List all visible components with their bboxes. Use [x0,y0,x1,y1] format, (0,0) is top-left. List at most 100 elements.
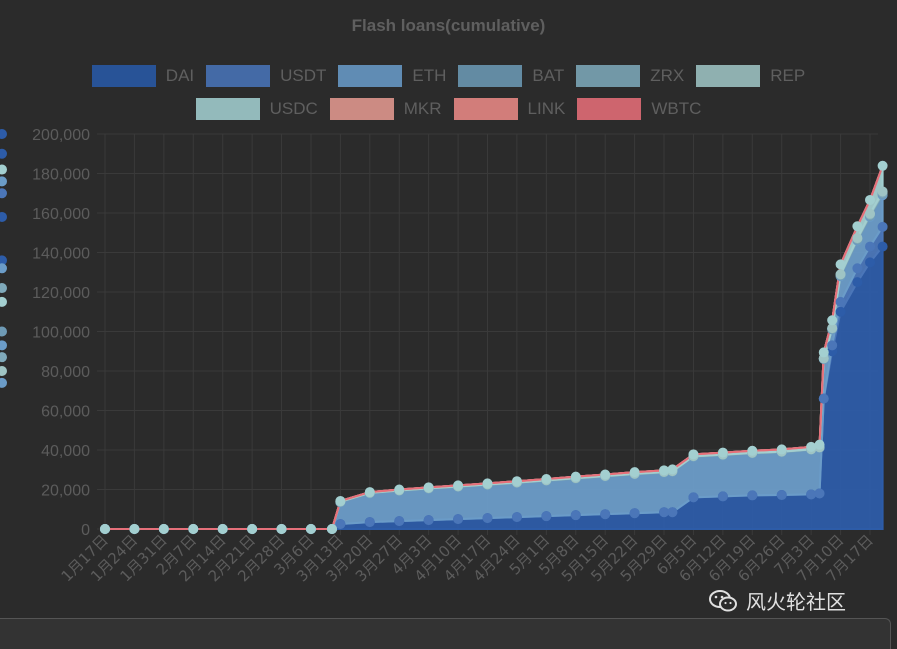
tooltip-color-markers [0,129,7,388]
point-usdc[interactable] [158,524,169,534]
point-usdt[interactable] [453,514,464,525]
y-tick-label: 60,000 [41,404,90,421]
point-rep[interactable] [865,208,875,219]
point-usdc[interactable] [394,484,405,495]
tooltip-marker [0,366,7,376]
point-usdc[interactable] [423,482,434,493]
point-usdc[interactable] [305,524,316,534]
point-usdc[interactable] [335,495,346,506]
point-usdc[interactable] [806,441,817,452]
point-usdc[interactable] [100,524,110,534]
point-usdc[interactable] [276,524,287,534]
point-usdc[interactable] [188,524,199,534]
area-series-eth[interactable] [105,191,884,530]
point-usdt[interactable] [747,490,758,501]
point-usdt[interactable] [600,509,611,520]
point-usdc[interactable] [482,478,493,489]
point-usdt[interactable] [776,490,787,501]
point-usdt[interactable] [482,513,493,524]
point-usdc[interactable] [570,471,581,482]
point-usdt[interactable] [688,492,699,503]
legend-label: BAT [532,66,565,85]
point-usdc[interactable] [129,524,140,534]
tooltip-marker [0,377,7,388]
tooltip-marker [0,164,7,175]
point-usdc[interactable] [247,524,258,534]
point-usdc[interactable] [667,464,678,475]
point-usdt[interactable] [364,517,375,528]
legend-item-usdt[interactable]: USDT [206,65,326,87]
point-usdc[interactable] [217,524,228,534]
legend-item-bat[interactable]: BAT [458,65,564,87]
point-usdc[interactable] [818,347,829,358]
point-dai[interactable] [852,277,863,288]
point-usdt[interactable] [423,515,434,526]
point-usdt[interactable] [827,340,838,351]
legend-item-eth[interactable]: ETH [338,65,446,87]
point-usdc[interactable] [511,476,522,487]
y-tick-label: 200,000 [32,127,90,144]
legend-row-2: USDC MKR LINK WBTC [0,98,897,120]
legend-item-rep[interactable]: REP [696,65,805,87]
point-usdt[interactable] [667,507,678,518]
point-usdt[interactable] [629,508,640,519]
tooltip-marker [0,176,7,187]
point-usdt[interactable] [394,516,405,527]
point-usdc[interactable] [776,444,787,455]
point-usdt[interactable] [541,511,552,522]
tooltip-marker [0,255,7,266]
point-usdc[interactable] [688,449,699,460]
point-usdc[interactable] [453,480,464,491]
point-usdc[interactable] [865,194,875,205]
point-usdt[interactable] [570,510,581,521]
y-tick-label: 40,000 [41,443,90,460]
legend-label: DAI [165,66,195,85]
point-usdt[interactable] [852,263,863,274]
point-rep[interactable] [835,269,846,280]
legend-swatch [696,65,761,87]
tooltip-marker [0,283,7,294]
point-usdt[interactable] [865,241,875,252]
point-rep[interactable] [852,233,863,244]
tooltip-marker [0,188,7,199]
point-usdt[interactable] [835,296,846,307]
point-usdc[interactable] [852,221,863,232]
legend-item-mkr[interactable]: MKR [329,98,442,120]
legend-swatch [458,65,523,87]
point-usdt[interactable] [659,507,670,518]
tooltip-marker [0,211,7,222]
point-usdc[interactable] [835,259,846,270]
point-usdc[interactable] [814,439,825,450]
point-usdt[interactable] [335,519,346,530]
legend-item-zrx[interactable]: ZRX [576,65,684,87]
point-usdc[interactable] [659,465,670,476]
y-tick-label: 0 [81,522,90,539]
point-dai[interactable] [865,257,875,268]
point-usdt[interactable] [806,489,817,500]
legend-item-dai[interactable]: DAI [91,65,195,87]
point-usdc[interactable] [747,445,758,456]
point-dai[interactable] [835,306,846,317]
point-usdt[interactable] [814,488,825,499]
point-usdc[interactable] [629,467,640,478]
legend-item-link[interactable]: LINK [453,98,565,120]
point-usdt[interactable] [877,221,888,232]
legend-item-usdc[interactable]: USDC [195,98,318,120]
point-usdc[interactable] [600,469,611,480]
point-usdt[interactable] [511,512,522,523]
point-usdc[interactable] [541,474,552,485]
point-usdc[interactable] [717,447,728,458]
point-usdt[interactable] [818,393,829,404]
point-usdc[interactable] [326,524,337,534]
legend-swatch [206,65,271,87]
point-usdc[interactable] [877,160,888,171]
legend-item-wbtc[interactable]: WBTC [577,98,701,120]
point-usdt[interactable] [717,491,728,502]
y-tick-label: 100,000 [32,325,90,342]
point-rep[interactable] [877,186,888,197]
legend-label: REP [770,66,806,85]
point-usdc[interactable] [827,315,838,326]
point-dai[interactable] [877,241,888,252]
point-usdc[interactable] [364,487,375,498]
